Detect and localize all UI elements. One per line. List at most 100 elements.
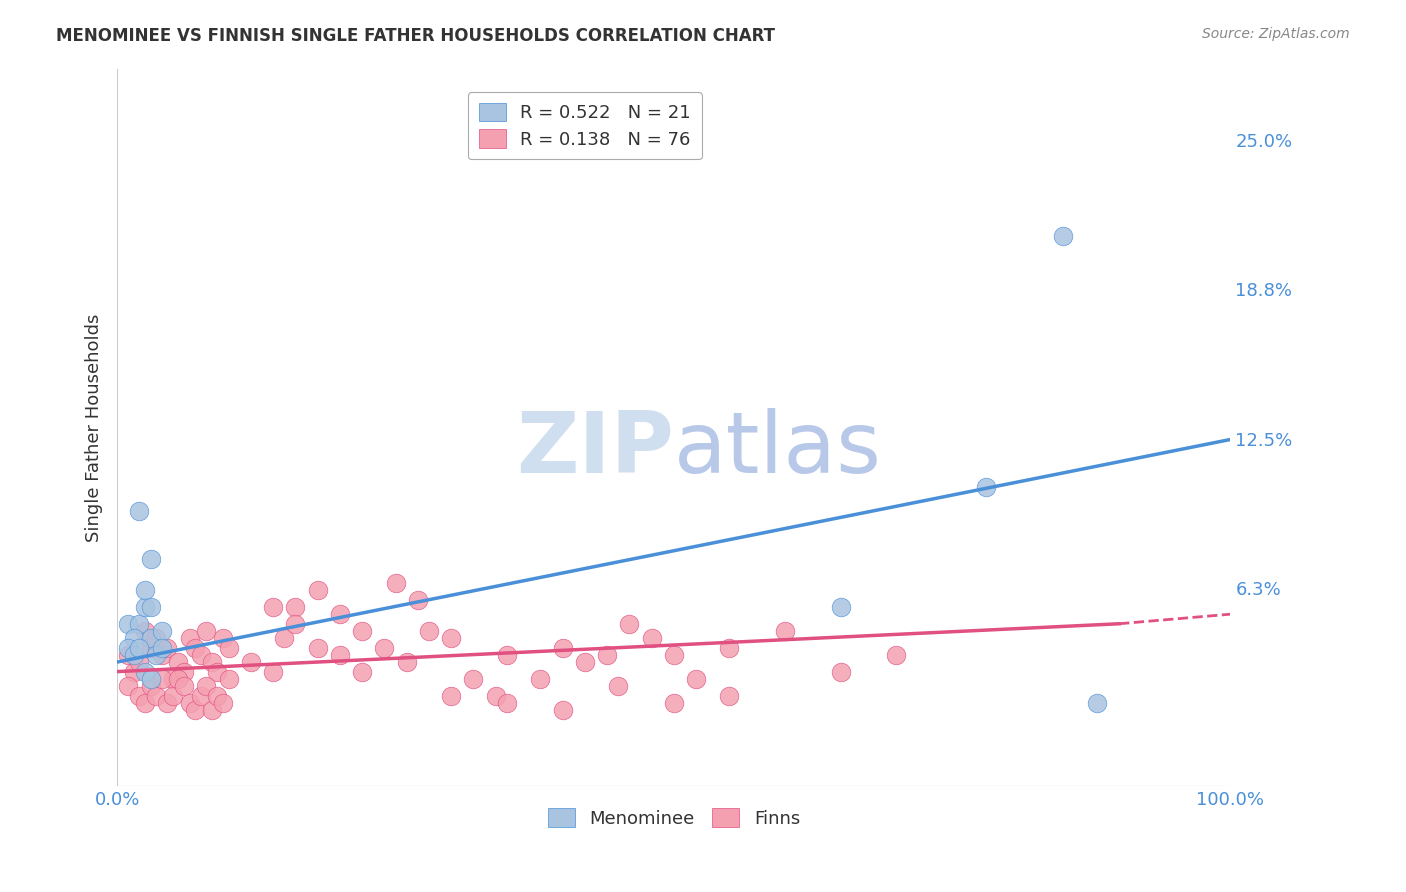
Point [207,689,229,703]
Text: atlas: atlas [673,408,882,491]
Point [352,665,374,679]
Point [117,616,139,631]
Point [485,689,508,703]
Point [134,583,156,598]
Point [150,648,173,662]
Point [830,599,852,614]
Point [139,599,162,614]
Point [150,624,173,638]
Point [201,655,224,669]
Point [307,640,329,655]
Point [134,696,156,710]
Point [395,655,418,669]
Point [117,648,139,662]
Point [150,672,173,686]
Point [122,665,145,679]
Point [179,696,201,710]
Point [384,576,406,591]
Point [184,703,207,717]
Point [190,689,212,703]
Point [1085,696,1108,710]
Point [262,599,284,614]
Point [139,631,162,645]
Point [329,648,352,662]
Text: ZIP: ZIP [516,408,673,491]
Point [551,640,574,655]
Point [284,616,307,631]
Point [128,640,150,655]
Point [139,672,162,686]
Point [284,599,307,614]
Point [662,696,685,710]
Point [495,648,517,662]
Point [1052,229,1074,244]
Point [195,679,218,693]
Point [619,616,641,631]
Point [184,640,207,655]
Point [139,679,162,693]
Point [173,679,195,693]
Point [495,696,517,710]
Point [128,655,150,669]
Point [685,672,707,686]
Point [418,624,440,638]
Point [122,648,145,662]
Text: MENOMINEE VS FINNISH SINGLE FATHER HOUSEHOLDS CORRELATION CHART: MENOMINEE VS FINNISH SINGLE FATHER HOUSE… [56,27,775,45]
Point [128,616,150,631]
Point [117,679,139,693]
Point [773,624,796,638]
Point [640,631,662,645]
Point [139,640,162,655]
Point [273,631,295,645]
Point [886,648,908,662]
Point [239,655,262,669]
Point [145,689,167,703]
Point [207,665,229,679]
Y-axis label: Single Father Households: Single Father Households [86,313,103,541]
Point [830,665,852,679]
Point [139,552,162,566]
Point [718,640,741,655]
Point [173,665,195,679]
Point [607,679,630,693]
Point [329,607,352,622]
Point [145,631,167,645]
Point [529,672,551,686]
Point [156,640,179,655]
Point [201,703,224,717]
Point [218,672,240,686]
Point [212,696,235,710]
Point [596,648,619,662]
Point [162,689,184,703]
Point [406,592,429,607]
Point [134,624,156,638]
Point [167,655,190,669]
Point [463,672,485,686]
Point [117,640,139,655]
Point [134,599,156,614]
Point [718,689,741,703]
Point [134,665,156,679]
Point [218,640,240,655]
Legend: Menominee, Finns: Menominee, Finns [540,801,807,835]
Point [179,631,201,645]
Point [262,665,284,679]
Point [974,480,997,494]
Point [128,504,150,518]
Point [190,648,212,662]
Point [574,655,596,669]
Point [195,624,218,638]
Point [440,631,463,645]
Point [352,624,374,638]
Point [551,703,574,717]
Point [128,689,150,703]
Point [150,640,173,655]
Point [212,631,235,645]
Text: Source: ZipAtlas.com: Source: ZipAtlas.com [1202,27,1350,41]
Point [167,672,190,686]
Point [156,696,179,710]
Point [122,631,145,645]
Point [162,672,184,686]
Point [307,583,329,598]
Point [373,640,395,655]
